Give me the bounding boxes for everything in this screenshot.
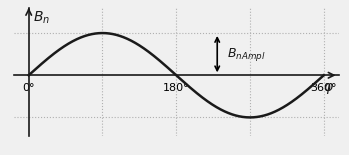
Text: $\mathit{B}_{\mathit{n}}$: $\mathit{B}_{\mathit{n}}$ [33,10,50,26]
Text: $\varphi$: $\varphi$ [324,81,334,96]
Text: $\mathit{B}_{\mathit{nAmpl}}$: $\mathit{B}_{\mathit{nAmpl}}$ [227,46,266,63]
